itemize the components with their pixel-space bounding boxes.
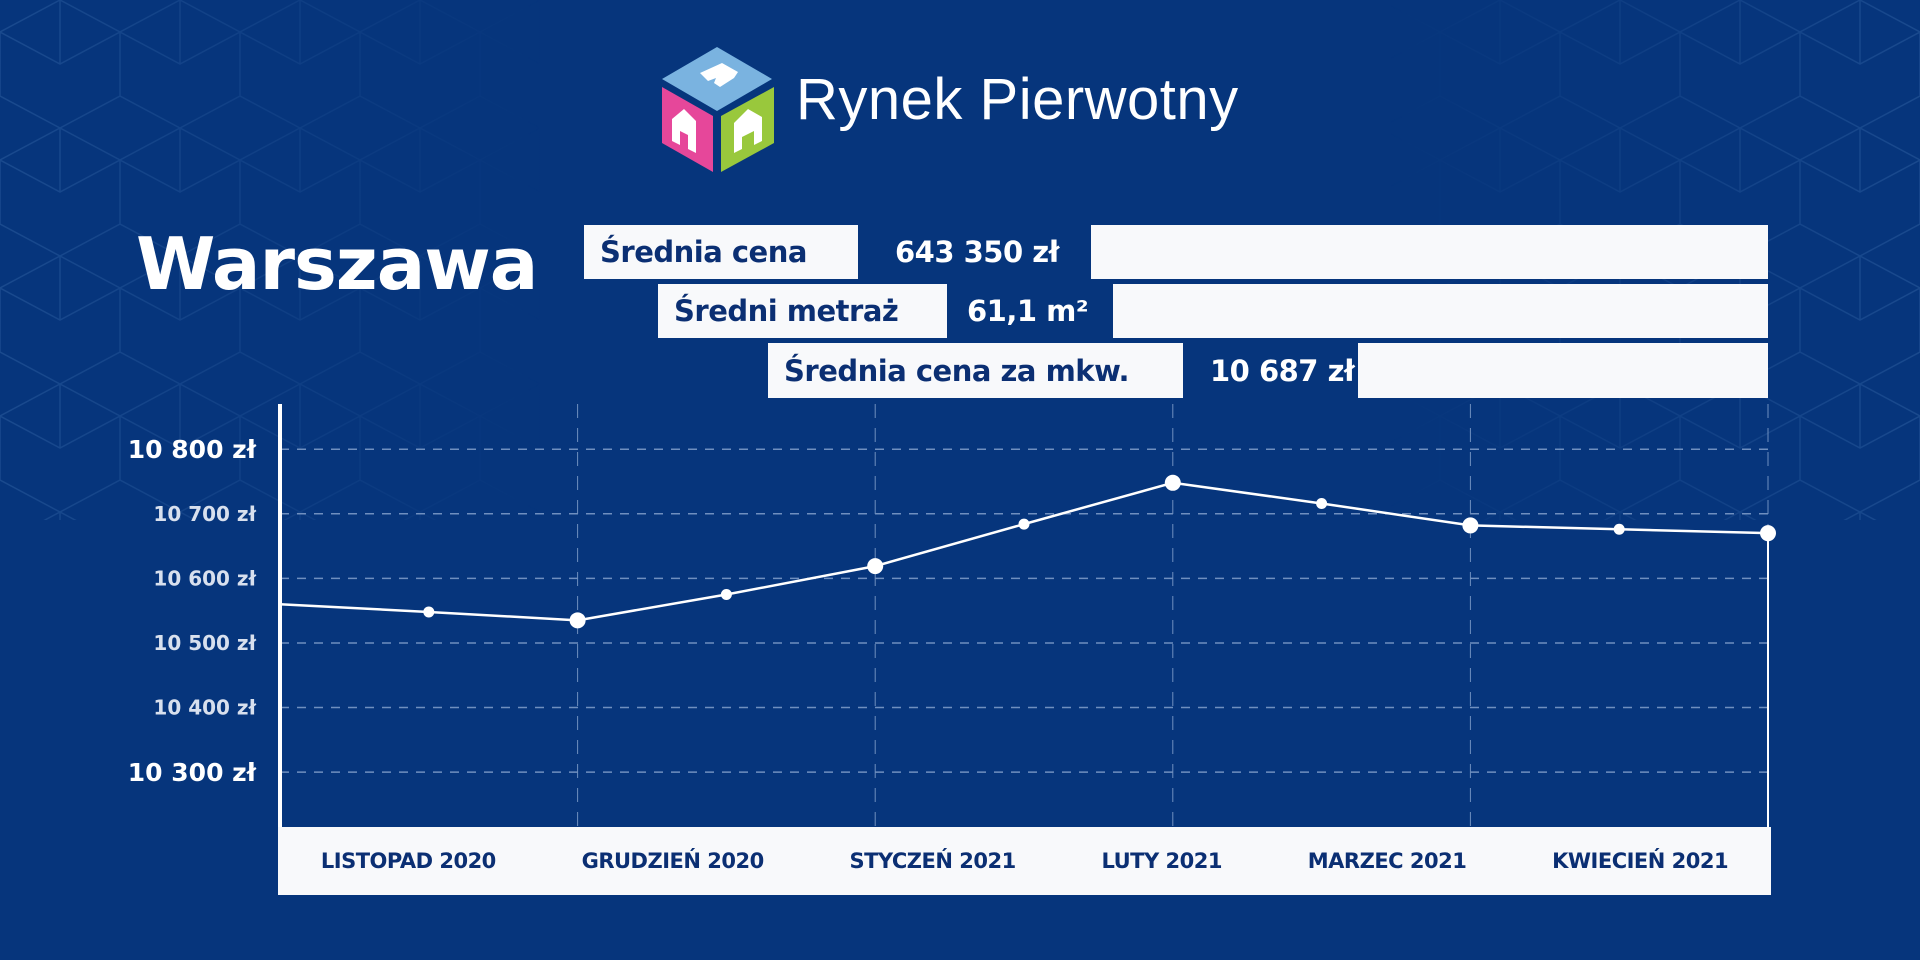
series-line — [279, 481, 1769, 622]
x-tick-label: LUTY 2021 — [1101, 849, 1223, 873]
y-tick-label: 10 700 zł — [153, 502, 256, 526]
stat-bar-avg-area — [1113, 284, 1768, 338]
stat-value-avg-price: 643 350 zł — [895, 235, 1059, 269]
stat-label-price-per-sqm: Średnia cena za mkw. — [768, 343, 1183, 398]
data-point — [867, 558, 884, 575]
x-tick-label: KWIECIEŃ 2021 — [1552, 849, 1729, 873]
stat-bar-price-per-sqm — [1358, 343, 1768, 398]
data-point — [1613, 523, 1625, 535]
data-point — [1760, 525, 1776, 542]
data-point — [1018, 518, 1030, 530]
y-tick-label: 10 400 zł — [153, 696, 256, 720]
stat-value-price-per-sqm: 10 687 zł — [1210, 353, 1355, 388]
brand-logo-cube — [662, 47, 774, 172]
y-tick-label: 10 800 zł — [128, 435, 257, 464]
data-point — [569, 612, 586, 629]
y-tick-label: 10 600 zł — [153, 566, 256, 590]
data-point — [1316, 497, 1328, 509]
data-point — [720, 589, 732, 601]
stat-value-avg-area: 61,1 m² — [967, 294, 1089, 328]
x-tick-label: STYCZEŃ 2021 — [849, 849, 1016, 873]
stat-label-avg-price: Średnia cena — [584, 225, 858, 279]
data-point — [1462, 517, 1479, 534]
city-title: Warszawa — [136, 222, 538, 306]
y-tick-label: 10 300 zł — [128, 758, 257, 787]
brand-name: Rynek Pierwotny — [796, 67, 1239, 132]
y-tick-label: 10 500 zł — [153, 631, 256, 655]
stat-bar-avg-price — [1091, 225, 1768, 279]
data-point — [1164, 474, 1181, 491]
x-tick-label: GRUDZIEŃ 2020 — [581, 849, 765, 873]
data-point — [423, 606, 435, 618]
x-tick-label: LISTOPAD 2020 — [320, 849, 496, 873]
stat-label-avg-area: Średni metraż — [658, 284, 947, 338]
x-tick-label: MARZEC 2021 — [1307, 849, 1467, 873]
x-axis-labels: LISTOPAD 2020 GRUDZIEŃ 2020 STYCZEŃ 2021… — [278, 827, 1771, 895]
